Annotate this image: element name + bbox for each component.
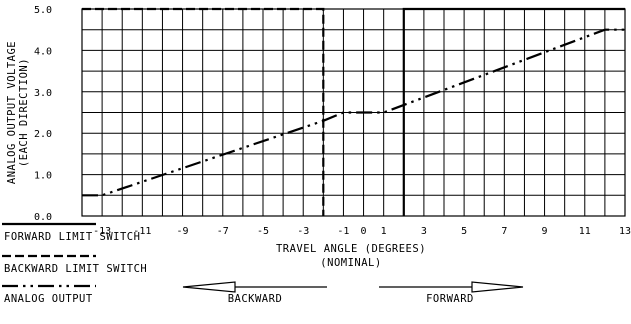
x-axis-sublabel: (NOMINAL) xyxy=(320,257,381,269)
grid-lines xyxy=(81,8,626,217)
legend-label: BACKWARD LIMIT SWITCH xyxy=(4,263,147,275)
series-lines xyxy=(82,7,625,216)
backward-arrow-icon xyxy=(182,281,236,293)
legend-label: ANALOG OUTPUT xyxy=(4,293,93,305)
x-tick-label: 5 xyxy=(461,226,467,237)
x-tick-label: -11 xyxy=(133,226,151,237)
y-axis-label: ANALOG OUTPUT VOLTAGE xyxy=(6,41,18,184)
legend-label: FORWARD LIMIT SWITCH xyxy=(4,231,140,243)
x-tick-label: -9 xyxy=(177,226,189,237)
series-line-forward-limit-switch xyxy=(402,7,625,216)
backward-label: BACKWARD xyxy=(228,293,283,305)
y-tick-label: 5.0 xyxy=(34,5,52,16)
x-tick-label: 1 xyxy=(381,226,387,237)
x-tick-label: 9 xyxy=(542,226,548,237)
forward-arrow-icon xyxy=(471,281,524,293)
x-tick-label: 11 xyxy=(579,226,591,237)
series-line-analog-output xyxy=(82,28,625,197)
plot-frame xyxy=(81,8,626,217)
direction-arrows: BACKWARD FORWARD xyxy=(182,281,524,305)
x-tick-label: 0 xyxy=(361,226,367,237)
x-axis-label: TRAVEL ANGLE (DEGREES) xyxy=(276,243,426,255)
x-tick-label: -3 xyxy=(297,226,309,237)
tick-labels: -13 -11 -9 -7 -5 -3 -1 0 1 3 5 7 9 11 130.01.02.03.04.… xyxy=(34,5,631,237)
y-tick-label: 1.0 xyxy=(34,171,52,182)
axis-labels: TRAVEL ANGLE (DEGREES) (NOMINAL) ANALOG OU… xyxy=(6,41,426,269)
x-tick-label: -13 xyxy=(93,226,111,237)
x-tick-label: -1 xyxy=(337,226,349,237)
x-tick-label: 7 xyxy=(501,226,507,237)
y-axis-sublabel: (EACH DIRECTION) xyxy=(18,58,30,167)
x-tick-label: -5 xyxy=(257,226,269,237)
y-tick-label: 4.0 xyxy=(34,46,52,57)
y-tick-label: 3.0 xyxy=(34,88,52,99)
x-tick-label: 13 xyxy=(619,226,631,237)
y-tick-label: 2.0 xyxy=(34,129,52,140)
x-tick-label: 3 xyxy=(421,226,427,237)
y-tick-label: 0.0 xyxy=(34,212,52,223)
forward-label: FORWARD xyxy=(426,293,474,305)
legend: FORWARD LIMIT SWITCH BACKWARD LIMIT SWITC… xyxy=(2,222,147,305)
series-line-backward-limit-switch xyxy=(82,7,325,216)
x-tick-label: -7 xyxy=(217,226,229,237)
